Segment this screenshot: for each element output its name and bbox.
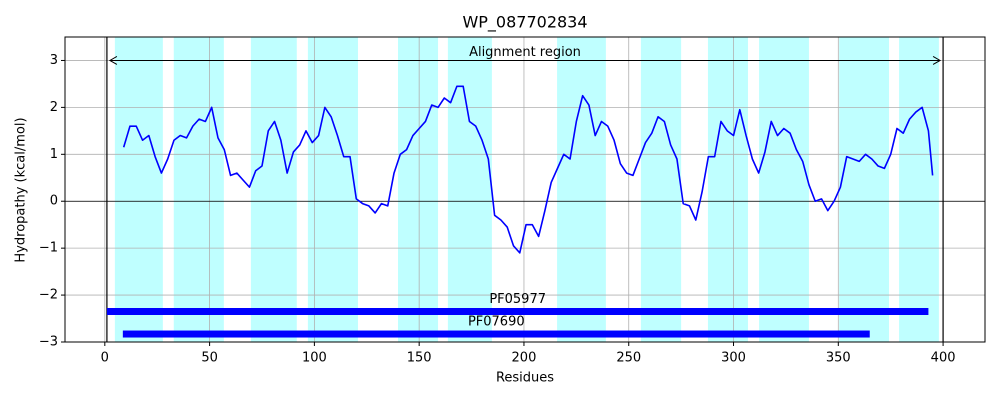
- domain-bar: [106, 308, 929, 315]
- y-tick-label: 0: [50, 194, 58, 209]
- y-tick-label: 1: [50, 147, 58, 162]
- shaded-region: [447, 37, 492, 342]
- y-axis-label: Hydropathy (kcal/mol): [14, 117, 29, 262]
- y-tick-label: −2: [39, 288, 58, 303]
- shaded-region: [250, 37, 297, 342]
- shaded-region: [398, 37, 439, 342]
- shaded-region: [707, 37, 748, 342]
- x-tick-label: 150: [407, 351, 432, 366]
- plot-frame: [64, 36, 986, 343]
- arrow-head: [932, 56, 942, 65]
- x-tick-label: 50: [201, 351, 218, 366]
- arrow-head: [108, 56, 118, 65]
- shaded-region: [114, 37, 163, 342]
- shaded-region: [307, 37, 358, 342]
- shaded-region: [173, 37, 224, 342]
- shaded-region: [640, 37, 682, 342]
- y-tick-label: −1: [39, 241, 58, 256]
- x-axis-label: Residues: [496, 371, 554, 386]
- shaded-region: [899, 37, 939, 342]
- x-tick-label: 200: [512, 351, 537, 366]
- shaded-region: [759, 37, 809, 342]
- domain-bar: [122, 330, 870, 338]
- x-tick-label: 350: [826, 351, 851, 366]
- hydropathy-line: [122, 85, 934, 254]
- y-tick-label: 2: [50, 100, 58, 115]
- chart-title: WP_087702834: [462, 13, 587, 33]
- x-tick-label: 400: [931, 351, 956, 366]
- y-tick-label: 3: [50, 53, 58, 68]
- x-tick-label: 0: [101, 351, 109, 366]
- domain-label: PF07690: [468, 315, 525, 330]
- x-tick-label: 100: [302, 351, 327, 366]
- x-tick-label: 250: [616, 351, 641, 366]
- shaded-region: [839, 37, 890, 342]
- shaded-region: [557, 37, 606, 342]
- alignment-label: Alignment region: [469, 45, 581, 60]
- domain-label: PF05977: [489, 292, 546, 307]
- y-tick-label: −3: [39, 335, 58, 350]
- x-tick-label: 300: [721, 351, 746, 366]
